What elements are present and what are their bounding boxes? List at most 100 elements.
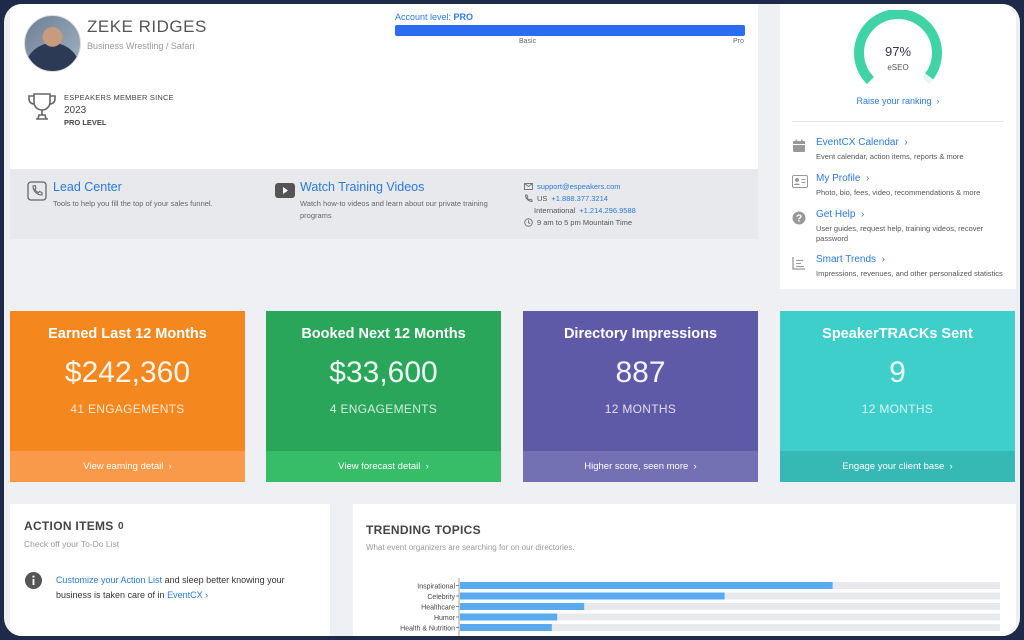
card-value: 9: [889, 356, 906, 389]
member-since-year: 2023: [64, 105, 87, 116]
us-phone-row: US +1.888.377.3214: [524, 194, 608, 203]
tick-label: Celebrity: [427, 594, 455, 601]
chevron-right-icon: ›: [934, 96, 940, 106]
bar-track: [460, 613, 1000, 621]
calendar-icon: [793, 139, 805, 152]
card-subtext: 41 ENGAGEMENTS: [70, 402, 185, 416]
us-phone-link[interactable]: +1.888.377.3214: [551, 194, 608, 203]
trending-topics-chart: Inspirational Celebrity Healthcare Humor Hea…: [400, 578, 1000, 636]
action-items-message: Customize your Action List and sleep bet…: [56, 573, 316, 603]
chart-icon: [792, 257, 805, 270]
bar-track: [460, 603, 1000, 610]
bar-pro-label: Pro: [733, 38, 744, 45]
trending-topics-subtitle: What event organizers are searching for …: [366, 543, 575, 552]
account-level-fill: [395, 25, 745, 36]
menu-item-title: My Profile ›: [816, 173, 870, 184]
card-value: $242,360: [64, 356, 191, 389]
hours-row: 9 am to 5 pm Mountain Time: [524, 218, 632, 227]
eseo-gauge: [854, 10, 942, 85]
tick-label: Healthcare: [421, 605, 455, 612]
eseo-value: 97%: [884, 44, 912, 59]
menu-item-title: EventCX Calendar ›: [816, 137, 908, 148]
intl-phone-prefix: International: [534, 206, 576, 215]
menu-item-desc: Photo, bio, fees, video, recommendations…: [816, 188, 981, 197]
video-play-icon: [275, 183, 295, 198]
account-level-value: PRO: [453, 12, 474, 22]
phone-icon: [27, 181, 47, 201]
info-icon: [25, 572, 42, 589]
support-email-row: support@espeakers.com: [524, 182, 621, 191]
card-title: Directory Impressions: [563, 326, 718, 342]
view-earning-detail-link[interactable]: View earning detail ›: [10, 451, 245, 482]
action-items-body: and sleep better knowing your business i…: [56, 575, 285, 600]
training-videos-link[interactable]: Watch Training Videos: [300, 180, 425, 194]
email-icon: [524, 183, 533, 190]
training-videos-desc: Watch how-to videos and learn about our …: [300, 199, 488, 220]
card-value: $33,600: [329, 356, 438, 389]
avatar[interactable]: [24, 15, 81, 72]
speaker-topics: Business Wrestling / Safari: [87, 41, 195, 51]
intl-phone-link[interactable]: +1.214.296.9588: [579, 206, 636, 215]
tick-label: Health & Nutrition: [400, 626, 455, 633]
raise-ranking-label: Raise your ranking: [856, 96, 932, 106]
menu-item-title: Get Help ›: [816, 209, 865, 220]
lead-center-link[interactable]: Lead Center: [53, 180, 122, 194]
member-level: PRO LEVEL: [64, 118, 107, 127]
divider: [792, 121, 1004, 122]
higher-score-link[interactable]: Higher score, seen more ›: [523, 451, 758, 482]
action-items-subtitle: Check off your To-Do List: [24, 539, 120, 549]
menu-item-desc: Impressions, revenues, and other persona…: [816, 269, 1003, 278]
card-title: Earned Last 12 Months: [48, 326, 207, 342]
action-items-title: ACTION ITEMS: [24, 519, 114, 533]
bar-track: [460, 624, 1000, 631]
quick-links-bar: Lead Center Tools to help you fill the t…: [10, 169, 758, 239]
member-since-label: ESPEAKERS MEMBER SINCE: [64, 93, 174, 102]
card-title: Booked Next 12 Months: [301, 326, 466, 342]
card-value: 887: [615, 356, 666, 389]
menu-item-title: Smart Trends ›: [816, 254, 885, 265]
tick-label: Humor: [434, 615, 456, 622]
bar-celebrity: [460, 592, 725, 600]
svg-text:?: ?: [796, 214, 802, 225]
support-hours: 9 am to 5 pm Mountain Time: [537, 218, 633, 227]
tick-label: Inspirational: [417, 584, 455, 591]
customize-action-list-link[interactable]: Customize your Action List: [56, 575, 163, 585]
action-items-panel: ACTION ITEMS 0 Check off your To-Do List…: [10, 504, 330, 636]
right-panel: 97% eSEO Raise your ranking › EventCX Ca…: [780, 4, 1016, 289]
engage-client-base-link[interactable]: Engage your client base ›: [780, 451, 1015, 482]
trending-topics-title: TRENDING TOPICS: [366, 523, 481, 537]
account-level-label: Account level:: [395, 12, 452, 22]
trending-topics-panel: TRENDING TOPICS What event organizers ar…: [353, 504, 1016, 636]
stat-card-earned: Earned Last 12 Months $242,360 41 ENGAGE…: [10, 311, 245, 482]
stat-card-directory-impressions: Directory Impressions 887 12 MONTHS High…: [523, 311, 758, 482]
dashboard: ZEKE RIDGES Business Wrestling / Safari …: [4, 4, 1020, 636]
action-items-count: 0: [118, 521, 124, 532]
bar-track: [460, 592, 1000, 600]
bar-humor: [460, 613, 558, 621]
card-subtext: 12 MONTHS: [604, 402, 677, 416]
profile-panel: ZEKE RIDGES Business Wrestling / Safari …: [10, 4, 758, 169]
eseo-gauge-fill: [854, 10, 942, 85]
menu-item-desc: User guides, request help, training vide…: [816, 224, 984, 243]
raise-ranking-link[interactable]: Raise your ranking ›: [780, 96, 1016, 106]
account-level: Account level: PRO: [395, 12, 473, 22]
speaker-name: ZEKE RIDGES: [87, 17, 207, 36]
bar-healthcare: [460, 603, 585, 610]
phone-small-icon: [524, 194, 533, 203]
account-level-bar: [395, 25, 745, 36]
card-subtext: 4 ENGAGEMENTS: [329, 402, 438, 416]
eventcx-link[interactable]: EventCX ›: [167, 590, 209, 600]
card-title: SpeakerTRACKs Sent: [822, 326, 973, 342]
bar-health-nutrition: [460, 624, 552, 631]
support-email-link[interactable]: support@espeakers.com: [537, 182, 621, 191]
eseo-label: eSEO: [887, 63, 909, 72]
us-phone-prefix: US: [537, 194, 548, 203]
view-forecast-detail-link[interactable]: View forecast detail ›: [266, 451, 501, 482]
stat-card-speakertracks: SpeakerTRACKs Sent 9 12 MONTHS Engage yo…: [780, 311, 1015, 482]
card-subtext: 12 MONTHS: [861, 402, 934, 416]
menu-item-desc: Event calendar, action items, reports & …: [816, 152, 964, 161]
intl-phone-row: International +1.214.296.9588: [534, 206, 636, 215]
stat-card-booked: Booked Next 12 Months $33,600 4 ENGAGEME…: [266, 311, 501, 482]
trophy-icon: [28, 93, 56, 120]
lead-center-desc: Tools to help you fill the top of your s…: [53, 199, 213, 208]
